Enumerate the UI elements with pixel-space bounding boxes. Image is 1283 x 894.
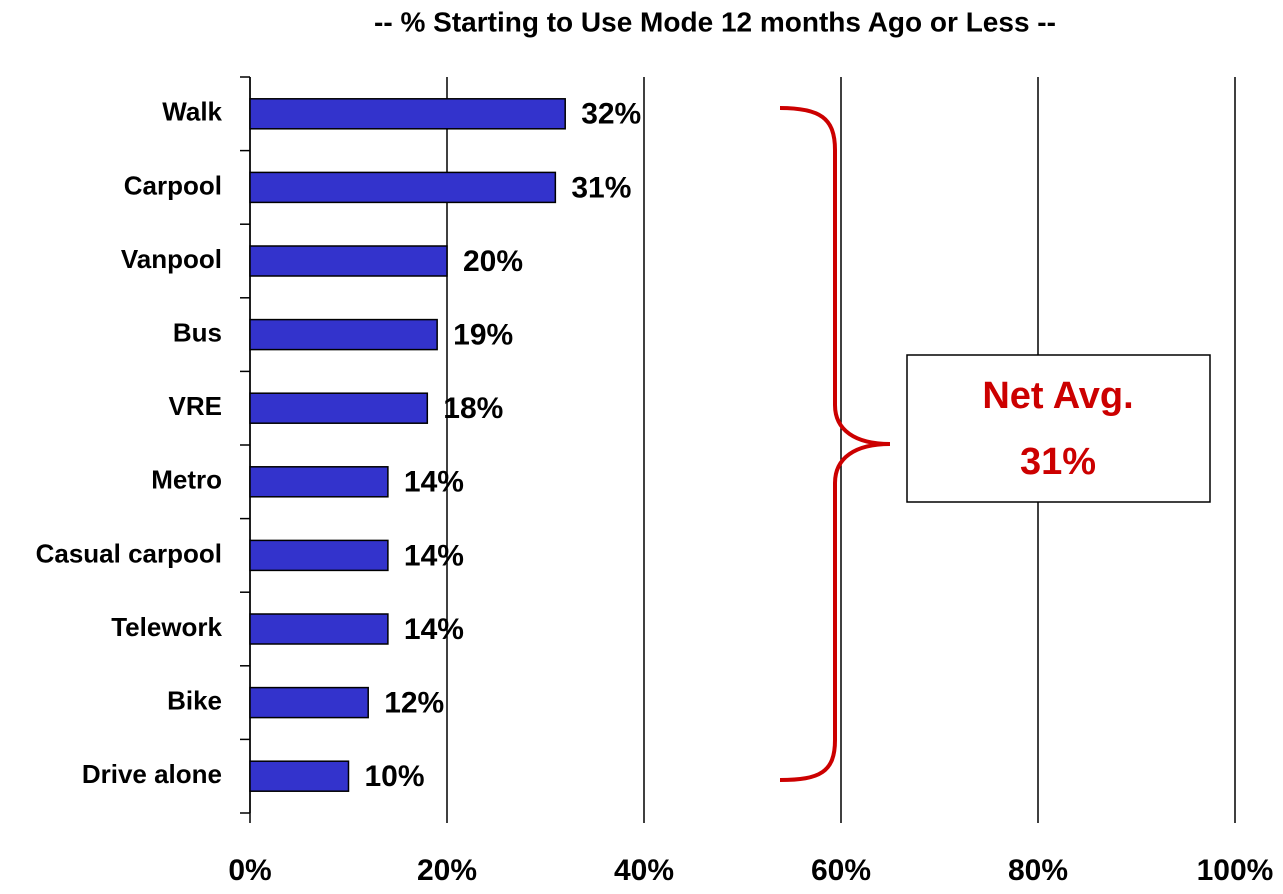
bar [249, 760, 350, 792]
annotation: 31% [1020, 441, 1096, 483]
y-tick-label: Vanpool [121, 244, 222, 274]
bar [249, 466, 389, 498]
y-tick-label: Carpool [124, 170, 222, 200]
value-label: 14% [404, 613, 464, 646]
annotation-box [906, 354, 1211, 503]
y-tick-label: Metro [151, 465, 222, 495]
y-tick-label: Telework [111, 612, 222, 642]
x-tick-label: 60% [811, 854, 871, 887]
brace [779, 106, 891, 782]
y-tick-label: Drive alone [82, 759, 222, 789]
y-tick-label: Walk [162, 97, 222, 127]
y-tick-label: Casual carpool [36, 538, 222, 568]
value-label: 19% [453, 319, 513, 352]
bar [249, 539, 389, 572]
chart-title: -- % Starting to Use Mode 12 months Ago … [374, 6, 1056, 37]
bar [249, 686, 369, 719]
bar [249, 98, 566, 130]
x-tick-label: 100% [1197, 854, 1274, 887]
annotation: Net Avg. [982, 375, 1133, 417]
bar [249, 171, 557, 204]
value-label: 18% [443, 392, 503, 425]
value-label: 12% [384, 687, 444, 720]
x-tick-label: 0% [228, 854, 271, 887]
value-label: 10% [365, 760, 425, 793]
y-tick-label: VRE [169, 391, 222, 421]
y-tick-label: Bike [167, 685, 222, 715]
x-tick-label: 80% [1008, 854, 1068, 887]
bar [249, 392, 429, 424]
value-label: 32% [581, 98, 641, 131]
value-label: 14% [404, 539, 464, 572]
value-label: 20% [463, 245, 523, 278]
y-tick-label: Bus [173, 317, 222, 347]
value-label: 31% [571, 171, 631, 204]
bar [249, 613, 389, 645]
x-tick-label: 40% [614, 854, 674, 887]
bar [249, 318, 438, 351]
value-label: 14% [404, 466, 464, 499]
bar [249, 245, 448, 277]
x-tick-label: 20% [417, 854, 477, 887]
